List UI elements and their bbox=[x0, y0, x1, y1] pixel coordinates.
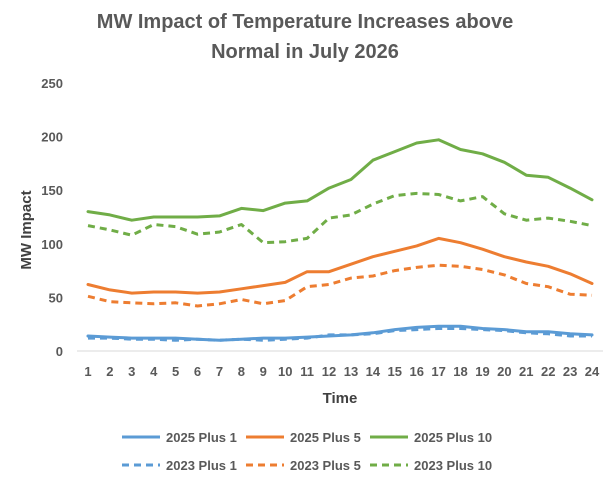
x-tick-label: 1 bbox=[84, 364, 91, 379]
legend-label: 2025 Plus 5 bbox=[290, 430, 361, 445]
legend-label: 2025 Plus 10 bbox=[414, 430, 492, 445]
x-tick-label: 10 bbox=[278, 364, 292, 379]
x-tick-label: 21 bbox=[519, 364, 533, 379]
y-tick-label: 200 bbox=[41, 130, 63, 145]
y-tick-label: 250 bbox=[41, 76, 63, 91]
y-tick-label: 50 bbox=[49, 290, 63, 305]
legend-label: 2023 Plus 10 bbox=[414, 458, 492, 473]
x-tick-label: 7 bbox=[216, 364, 223, 379]
legend-label: 2025 Plus 1 bbox=[166, 430, 237, 445]
x-tick-label: 3 bbox=[128, 364, 135, 379]
x-tick-label: 22 bbox=[541, 364, 555, 379]
x-tick-label: 24 bbox=[585, 364, 600, 379]
series-line-2023-plus-1 bbox=[88, 327, 592, 342]
x-tick-label: 6 bbox=[194, 364, 201, 379]
x-tick-label: 9 bbox=[260, 364, 267, 379]
x-tick-label: 16 bbox=[409, 364, 423, 379]
series-line-2023-plus-5 bbox=[87, 263, 593, 308]
y-tick-label: 150 bbox=[41, 183, 63, 198]
legend-label: 2023 Plus 1 bbox=[166, 458, 237, 473]
chart-title-line-2: Normal in July 2026 bbox=[211, 41, 399, 63]
x-tick-label: 17 bbox=[431, 364, 445, 379]
y-tick-labels: 0 50 100 150 200 250 bbox=[41, 76, 63, 359]
x-tick-label: 8 bbox=[238, 364, 245, 379]
x-tick-label: 4 bbox=[150, 364, 158, 379]
legend: 2025 Plus 1 2025 Plus 5 2025 Plus 10 2023 P… bbox=[122, 430, 492, 473]
legend-label: 2023 Plus 5 bbox=[290, 458, 361, 473]
series-lines bbox=[86, 138, 594, 342]
x-tick-labels: 1 2 3 4 5 6 7 8 9 10 11 12 13 14 15 16 17 18 19 20 21 22 23 24 bbox=[84, 364, 600, 379]
x-tick-label: 12 bbox=[322, 364, 336, 379]
x-tick-label: 11 bbox=[300, 364, 314, 379]
series-line-2025-plus-5 bbox=[86, 236, 594, 295]
x-tick-label: 18 bbox=[453, 364, 467, 379]
x-tick-label: 13 bbox=[344, 364, 358, 379]
y-tick-label: 100 bbox=[41, 237, 63, 252]
x-tick-label: 20 bbox=[497, 364, 511, 379]
x-tick-label: 14 bbox=[366, 364, 381, 379]
x-axis-label: Time bbox=[323, 390, 358, 407]
x-tick-label: 19 bbox=[475, 364, 489, 379]
chart-title-line-1: MW Impact of Temperature Increases above bbox=[97, 11, 513, 33]
y-axis-label: MW Impact bbox=[18, 190, 35, 269]
series-line-2025-plus-10 bbox=[86, 138, 594, 222]
x-tick-label: 23 bbox=[563, 364, 577, 379]
y-tick-label: 0 bbox=[56, 344, 63, 359]
x-tick-label: 5 bbox=[172, 364, 179, 379]
x-tick-label: 15 bbox=[388, 364, 402, 379]
series-line-2023-plus-10 bbox=[87, 191, 593, 245]
x-tick-label: 2 bbox=[106, 364, 113, 379]
